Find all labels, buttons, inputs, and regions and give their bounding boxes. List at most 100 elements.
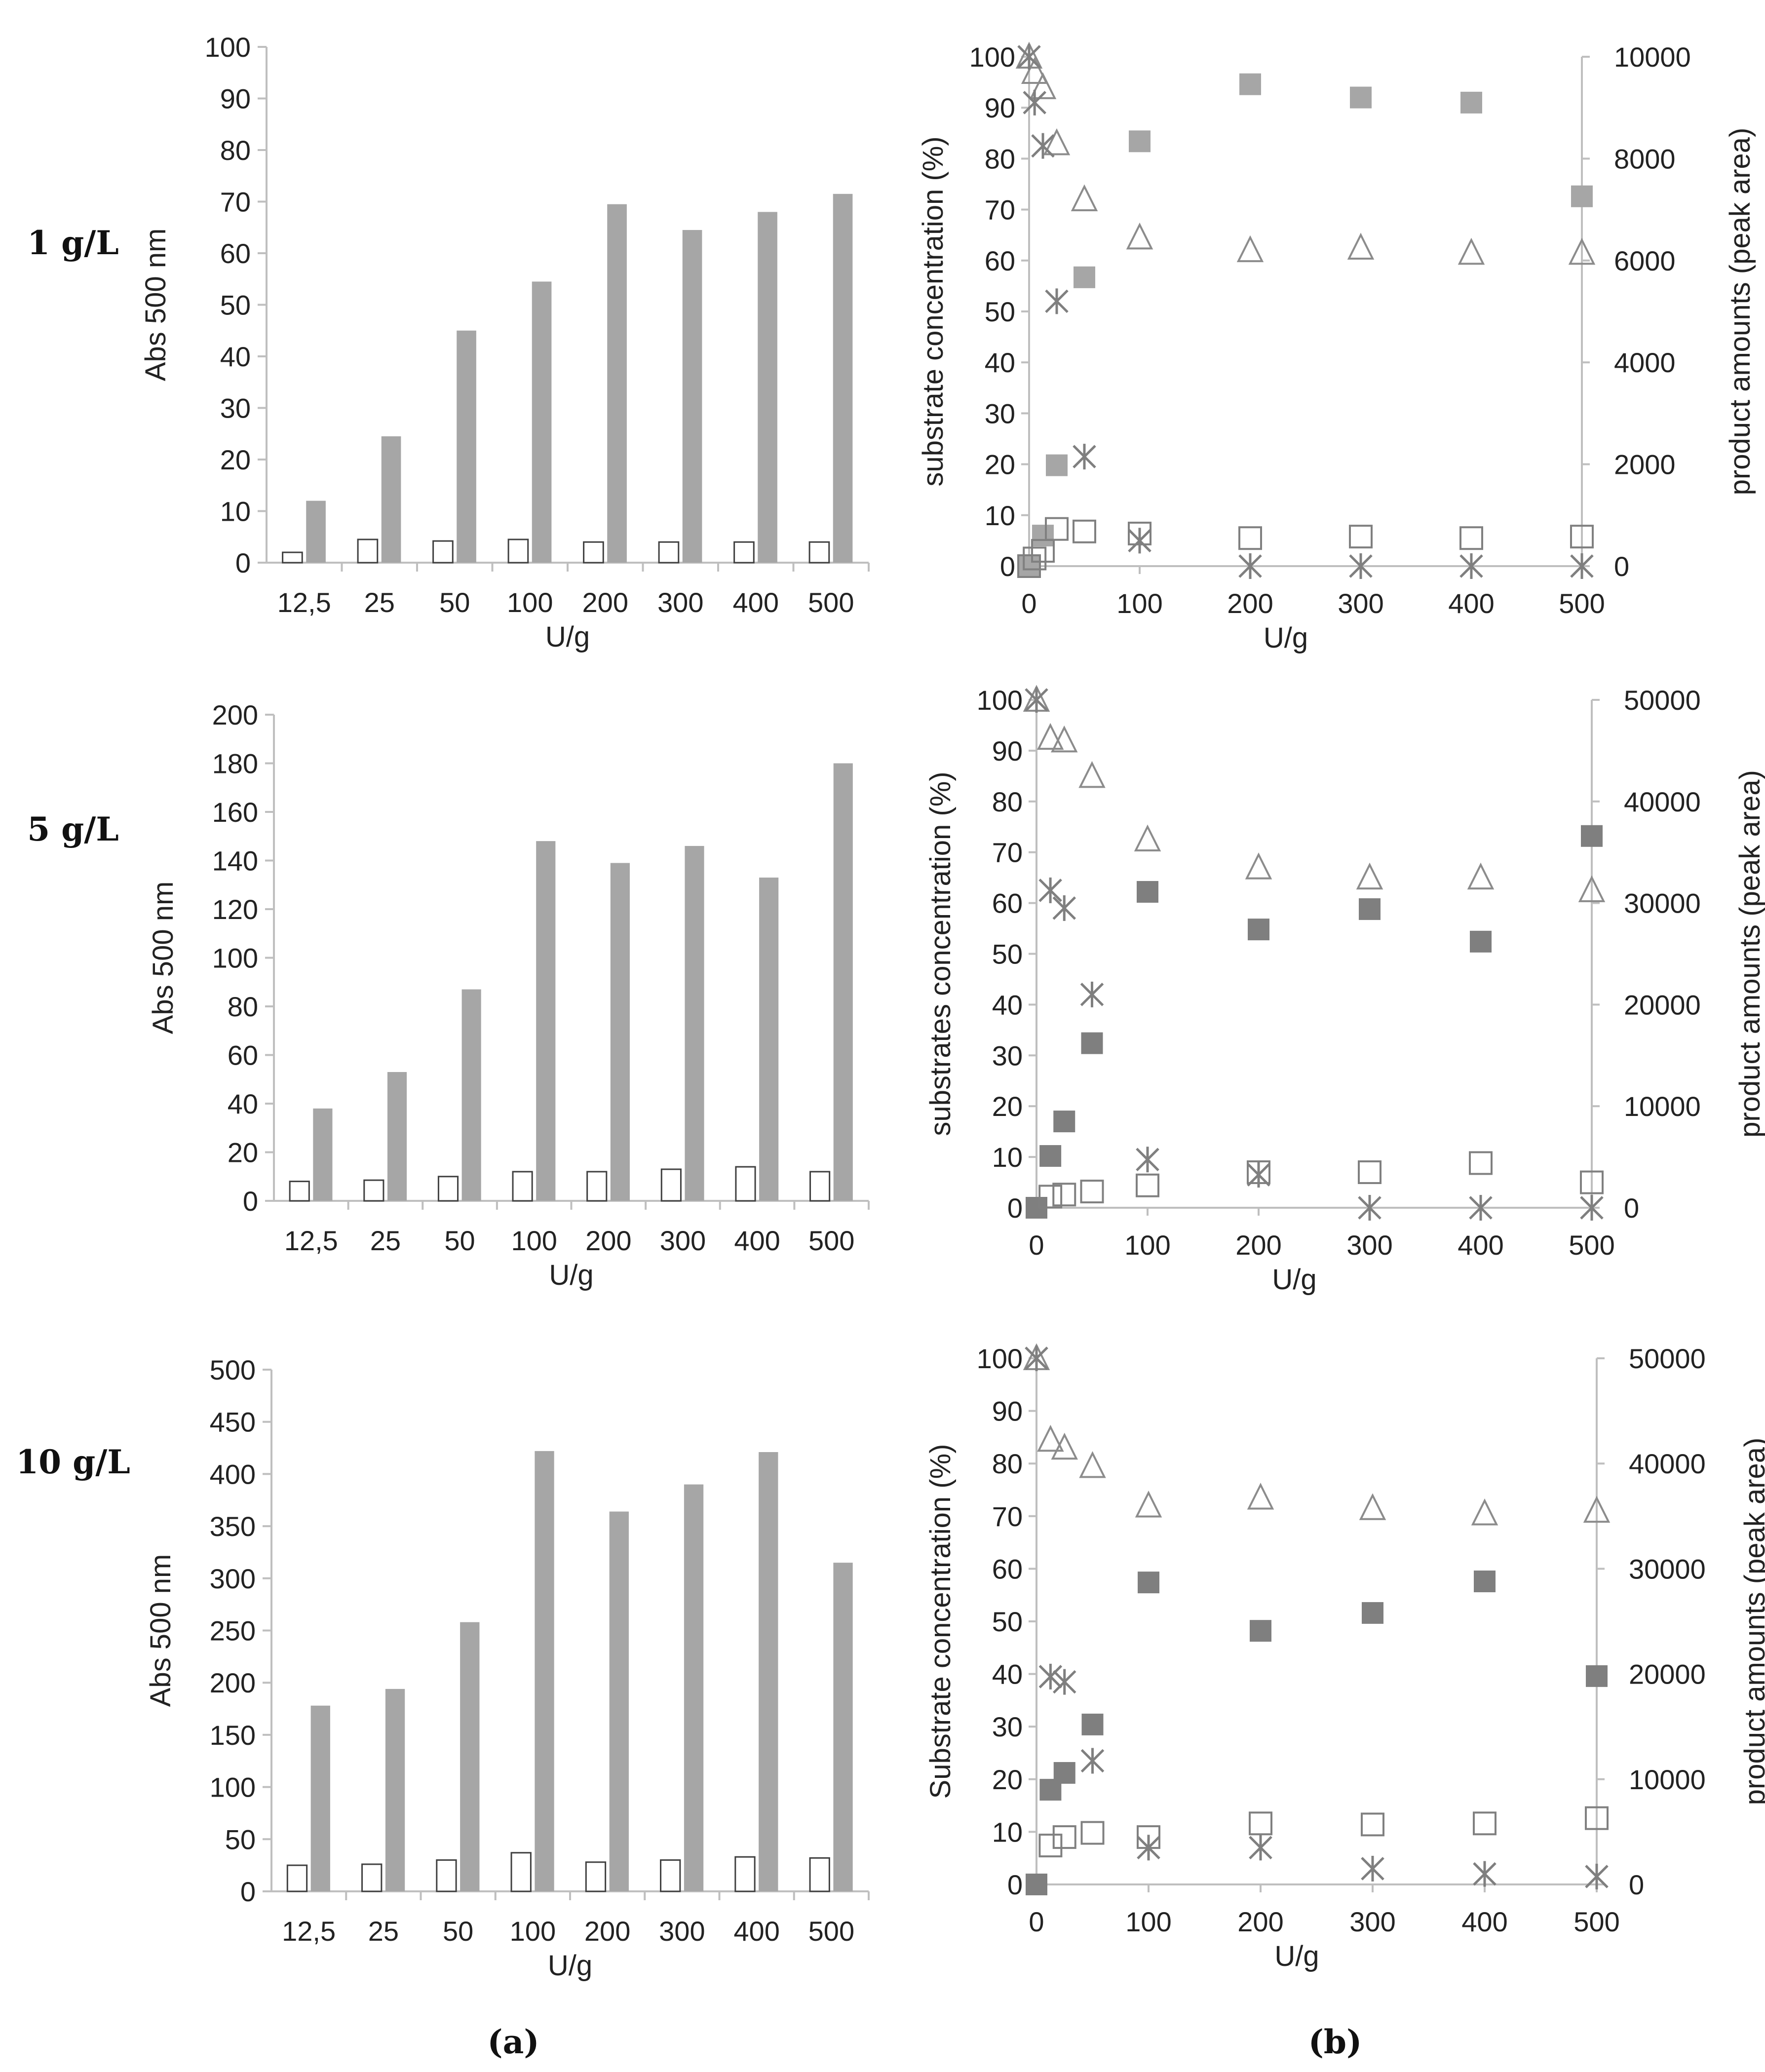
y-tick-label: 450	[210, 1407, 256, 1438]
marker-square-filled	[1081, 1032, 1103, 1054]
y-tick-label: 140	[212, 845, 258, 877]
x-tick-label: 0	[1029, 1229, 1044, 1261]
bar-chart-3: 10 g/L 0 50 100 150 200 250 300 350 400 450 500 12,5…	[16, 1354, 870, 1982]
scatter-chart-2: 0 10 20 30 40 50 60 70 80 90 100 0 10000 20000 30000 40…	[924, 685, 1765, 1296]
y-tick-label: 0	[243, 1186, 258, 1217]
y-tick-label: 100	[977, 685, 1023, 716]
x-tick-label: 300	[1349, 1906, 1395, 1937]
marker-star	[1473, 1861, 1496, 1887]
x-tick-label: 200	[585, 1225, 631, 1256]
row-label: 1 g/L	[27, 224, 119, 262]
x-tick-label: 400	[734, 1225, 780, 1256]
marker-star	[1017, 44, 1041, 70]
series-square-open	[1017, 517, 1594, 578]
marker-square-filled	[1359, 898, 1381, 920]
y-axis-title: Abs 500 nm	[140, 229, 172, 382]
y-tick-label: 40	[220, 341, 251, 372]
marker-square-filled	[1581, 825, 1603, 847]
marker-star	[1469, 1195, 1493, 1221]
y-tick-label: 20	[985, 449, 1015, 480]
series-triangle	[1015, 41, 1596, 265]
x-tick-label: 25	[368, 1916, 399, 1947]
bar-control	[286, 1864, 308, 1892]
y-tick-label: 40	[228, 1088, 258, 1119]
x-tick-label: 50	[444, 1225, 475, 1256]
series-triangle	[1023, 1343, 1611, 1526]
x-tick-label: 100	[507, 587, 553, 618]
y-tick-label: 0	[235, 547, 251, 578]
marker-star	[1238, 553, 1262, 579]
marker-square-filled	[1039, 1145, 1062, 1167]
marker-triangle	[1356, 862, 1383, 890]
bar-control	[437, 1176, 459, 1202]
bar-treated	[759, 877, 779, 1201]
marker-triangle	[1078, 761, 1106, 788]
y-axis-title: Abs 500 nm	[145, 1554, 177, 1707]
marker-star	[1073, 444, 1096, 470]
y-tick-label: 300	[210, 1563, 256, 1594]
y-tick-label: 350	[210, 1511, 256, 1542]
series-square-open	[1038, 1151, 1604, 1209]
marker-square-open	[1585, 1806, 1609, 1830]
bar-control	[735, 1166, 756, 1202]
bar-control	[282, 551, 303, 564]
series-triangle	[1023, 685, 1606, 902]
y2-axis-title: product amounts (peak area)	[1734, 770, 1765, 1138]
y2-tick-label: 20000	[1624, 989, 1701, 1020]
marker-square-open	[1038, 1185, 1063, 1209]
y-tick-label: 40	[985, 347, 1015, 378]
marker-square-open	[1031, 539, 1055, 563]
y-tick-label: 30	[992, 1711, 1023, 1742]
marker-star	[1045, 288, 1069, 314]
marker-triangle	[1583, 1496, 1611, 1523]
bar-control	[808, 541, 830, 564]
x-tick-label: 300	[1346, 1229, 1392, 1261]
bar-control	[660, 1168, 682, 1202]
bar-treated	[385, 1688, 405, 1891]
bar-treated	[381, 436, 401, 563]
y-tick-label: 180	[212, 748, 258, 779]
x-tick-label: 400	[1461, 1906, 1507, 1937]
marker-square-open	[1247, 1160, 1270, 1184]
marker-triangle	[1079, 1451, 1106, 1478]
x-tick-label: 50	[439, 587, 470, 618]
x-tick-label: 300	[657, 587, 703, 618]
bar-treated	[758, 212, 777, 563]
y2-tick-label: 30000	[1629, 1553, 1706, 1584]
bar-treated	[833, 763, 853, 1201]
y2-tick-label: 50000	[1629, 1343, 1706, 1374]
marker-triangle	[1568, 237, 1596, 265]
x-tick-label: 50	[443, 1916, 473, 1947]
marker-square-open	[1023, 546, 1047, 571]
y-tick-label: 90	[992, 1396, 1023, 1427]
y-tick-label: 50	[985, 296, 1015, 327]
y-tick-label: 0	[1007, 1192, 1023, 1224]
marker-triangle	[1458, 237, 1485, 265]
y2-tick-label: 10000	[1624, 1091, 1701, 1122]
bar-treated	[532, 281, 552, 563]
bar-control	[809, 1857, 830, 1892]
x-tick-label: 12,5	[284, 1225, 338, 1256]
bar-treated	[685, 845, 704, 1201]
y2-tick-label: 10000	[1629, 1764, 1706, 1795]
y2-tick-label: 0	[1614, 551, 1629, 582]
marker-star	[1580, 1195, 1604, 1221]
marker-square-open	[1349, 525, 1373, 549]
bar-treated	[461, 989, 481, 1201]
marker-square-open	[1045, 517, 1069, 541]
x-tick-label: 500	[1569, 1229, 1614, 1261]
marker-triangle	[1359, 1493, 1386, 1520]
y-tick-label: 50	[220, 290, 251, 321]
y-tick-label: 200	[212, 699, 258, 730]
x-tick-label: 25	[364, 587, 395, 618]
bar-control	[734, 1856, 756, 1892]
y-tick-label: 80	[228, 991, 258, 1022]
bar-treated	[310, 1705, 330, 1891]
y2-tick-label: 2000	[1614, 449, 1676, 480]
y-tick-label: 10	[985, 500, 1015, 531]
x-axis-title: U/g	[545, 621, 590, 653]
marker-star	[1080, 1748, 1105, 1774]
x-axis-title: U/g	[1264, 622, 1308, 654]
marker-square-filled	[1018, 555, 1040, 577]
